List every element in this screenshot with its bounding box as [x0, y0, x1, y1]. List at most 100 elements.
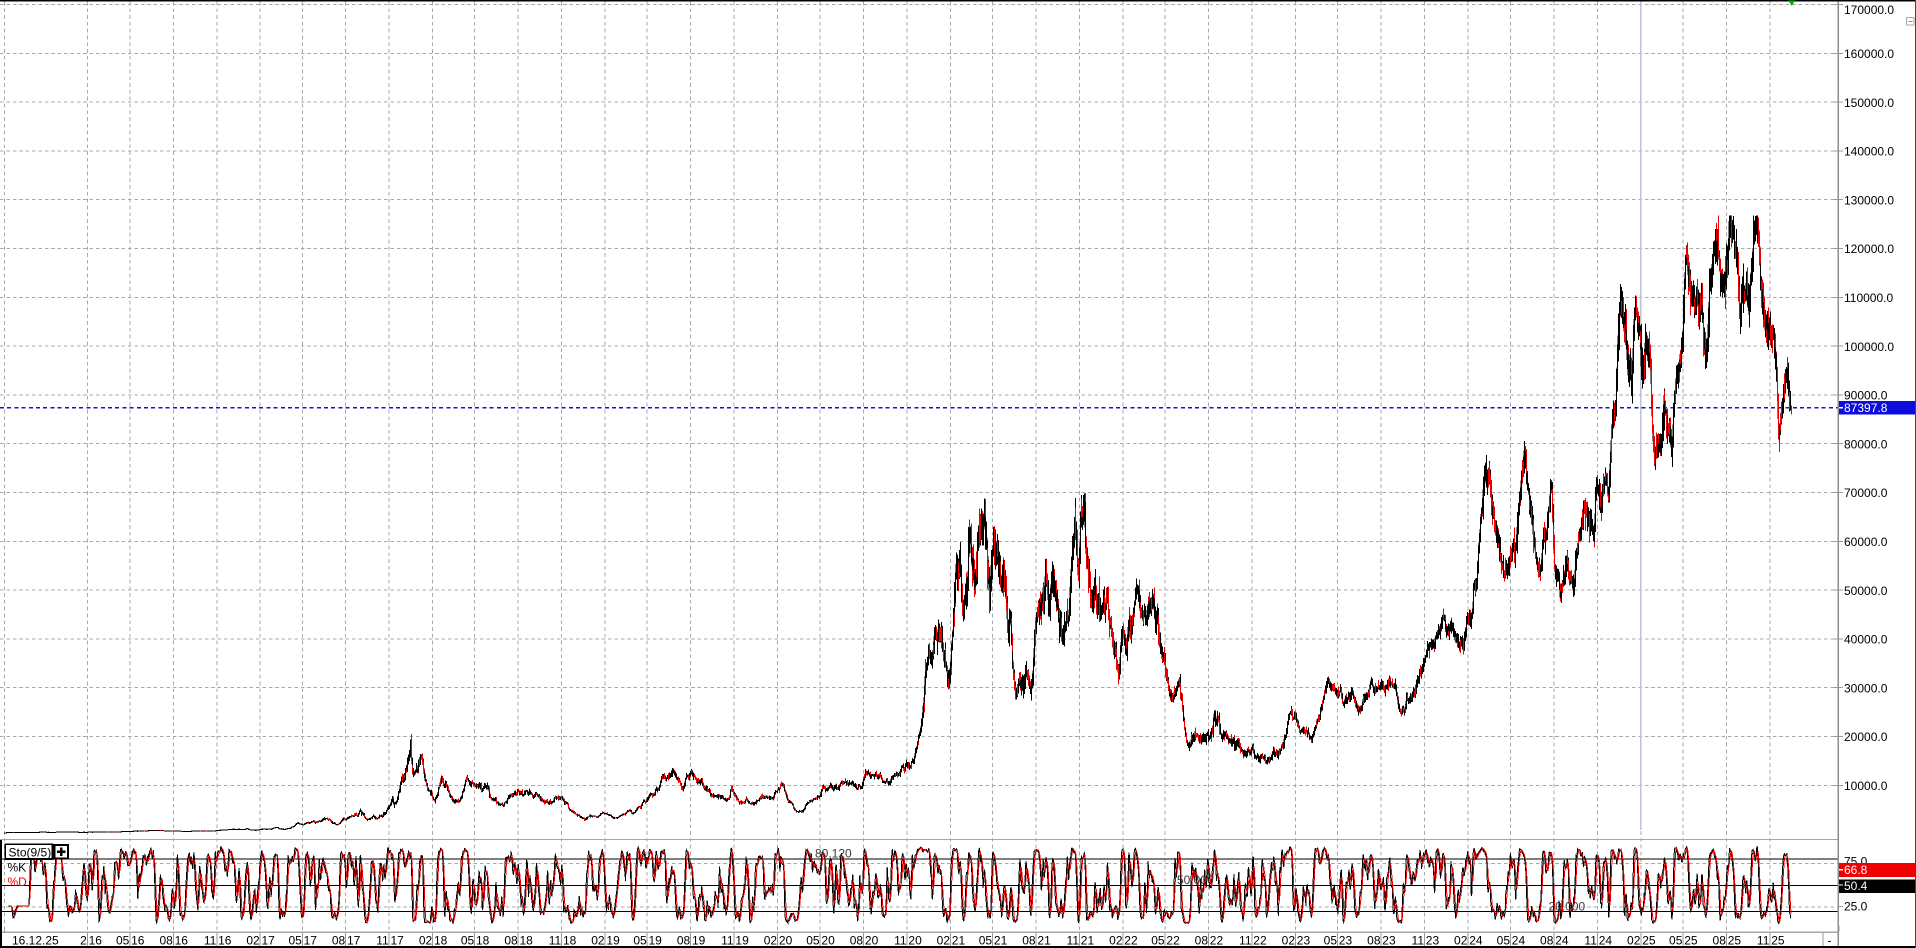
svg-text:02: 02	[1627, 934, 1641, 948]
svg-text:%K: %K	[8, 860, 27, 874]
svg-text:21: 21	[1037, 934, 1051, 948]
svg-text:40000.0: 40000.0	[1844, 633, 1888, 647]
svg-text:19: 19	[692, 934, 706, 948]
svg-text:120000.0: 120000.0	[1844, 242, 1894, 256]
svg-text:21: 21	[952, 934, 966, 948]
svg-text:16: 16	[131, 934, 145, 948]
svg-text:11: 11	[1757, 934, 1770, 948]
svg-text:02: 02	[419, 934, 433, 948]
svg-text:17: 17	[262, 934, 276, 948]
svg-text:16: 16	[89, 934, 103, 948]
svg-text:24: 24	[1469, 934, 1483, 948]
svg-text:25: 25	[1684, 934, 1698, 948]
svg-text:11: 11	[204, 934, 217, 948]
svg-text:18: 18	[563, 934, 577, 948]
svg-text:140000.0: 140000.0	[1844, 145, 1894, 159]
svg-text:11: 11	[1412, 934, 1425, 948]
svg-text:05: 05	[1669, 934, 1683, 948]
svg-text:80000.0: 80000.0	[1844, 437, 1888, 451]
svg-text:24: 24	[1555, 934, 1569, 948]
svg-text:19: 19	[649, 934, 663, 948]
svg-text:23: 23	[1297, 934, 1311, 948]
svg-text:18: 18	[520, 934, 534, 948]
svg-text:60000.0: 60000.0	[1844, 535, 1888, 549]
svg-text:50.4: 50.4	[1844, 879, 1868, 893]
svg-text:80.120: 80.120	[815, 847, 852, 861]
svg-text:02: 02	[1454, 934, 1468, 948]
svg-text:08: 08	[1540, 934, 1554, 948]
svg-text:21: 21	[994, 934, 1008, 948]
svg-text:05: 05	[116, 934, 130, 948]
svg-text:87397.8: 87397.8	[1844, 401, 1888, 415]
svg-text:20: 20	[779, 934, 793, 948]
svg-text:66.8: 66.8	[1844, 863, 1868, 877]
svg-text:19: 19	[606, 934, 620, 948]
svg-text:30000.0: 30000.0	[1844, 681, 1888, 695]
svg-text:20000.0: 20000.0	[1844, 730, 1888, 744]
svg-text:16: 16	[175, 934, 189, 948]
svg-text:160000.0: 160000.0	[1844, 47, 1894, 61]
svg-text:05: 05	[633, 934, 647, 948]
svg-text:16: 16	[218, 934, 232, 948]
svg-text:24: 24	[1599, 934, 1613, 948]
svg-text:11: 11	[1067, 934, 1080, 948]
svg-text:170000.0: 170000.0	[1844, 3, 1894, 17]
svg-text:150000.0: 150000.0	[1844, 96, 1894, 110]
svg-text:22: 22	[1166, 934, 1180, 948]
svg-text:10000.0: 10000.0	[1844, 779, 1888, 793]
svg-text:08: 08	[850, 934, 864, 948]
svg-text:05: 05	[461, 934, 475, 948]
svg-text:22: 22	[1124, 934, 1138, 948]
svg-text:23: 23	[1426, 934, 1440, 948]
svg-text:02: 02	[591, 934, 605, 948]
svg-text:08: 08	[1195, 934, 1209, 948]
svg-text:08: 08	[677, 934, 691, 948]
svg-text:02: 02	[764, 934, 778, 948]
svg-text:02: 02	[1109, 934, 1123, 948]
svg-text:21: 21	[1081, 934, 1095, 948]
svg-text:16.12.25: 16.12.25	[12, 934, 59, 948]
svg-text:05: 05	[288, 934, 302, 948]
svg-text:05: 05	[1324, 934, 1338, 948]
svg-text:20: 20	[821, 934, 835, 948]
svg-text:20: 20	[908, 934, 922, 948]
svg-text:05: 05	[1497, 934, 1511, 948]
svg-text:50.000: 50.000	[1177, 873, 1214, 887]
svg-text:11: 11	[894, 934, 907, 948]
svg-text:22: 22	[1210, 934, 1224, 948]
svg-text:02: 02	[246, 934, 260, 948]
svg-text:90000.0: 90000.0	[1844, 389, 1888, 403]
svg-text:Sto(9/5): Sto(9/5)	[9, 845, 52, 859]
svg-text:05: 05	[806, 934, 820, 948]
svg-text:100000.0: 100000.0	[1844, 340, 1894, 354]
svg-text:08: 08	[504, 934, 518, 948]
svg-text:-: -	[1828, 934, 1832, 948]
svg-text:05: 05	[979, 934, 993, 948]
svg-text:23: 23	[1339, 934, 1353, 948]
svg-text:11: 11	[376, 934, 389, 948]
svg-text:08: 08	[159, 934, 173, 948]
svg-text:25: 25	[1728, 934, 1742, 948]
svg-text:23: 23	[1382, 934, 1396, 948]
svg-text:05: 05	[1151, 934, 1165, 948]
svg-text:02: 02	[1282, 934, 1296, 948]
svg-text:130000.0: 130000.0	[1844, 193, 1894, 207]
svg-text:25: 25	[1642, 934, 1656, 948]
svg-text:25.0: 25.0	[1844, 900, 1868, 914]
svg-text:19: 19	[735, 934, 749, 948]
svg-text:70000.0: 70000.0	[1844, 486, 1888, 500]
svg-text:17: 17	[347, 934, 361, 948]
svg-text:20.000: 20.000	[1549, 899, 1586, 913]
svg-text:17: 17	[391, 934, 405, 948]
svg-text:18: 18	[434, 934, 448, 948]
svg-text:17: 17	[304, 934, 318, 948]
svg-text:08: 08	[332, 934, 346, 948]
svg-text:08: 08	[1022, 934, 1036, 948]
svg-text:2: 2	[80, 934, 87, 948]
svg-text:18: 18	[476, 934, 490, 948]
svg-text:50000.0: 50000.0	[1844, 584, 1888, 598]
svg-text:11: 11	[1239, 934, 1252, 948]
svg-text:20: 20	[865, 934, 879, 948]
svg-text:11: 11	[549, 934, 562, 948]
svg-text:11: 11	[1584, 934, 1597, 948]
